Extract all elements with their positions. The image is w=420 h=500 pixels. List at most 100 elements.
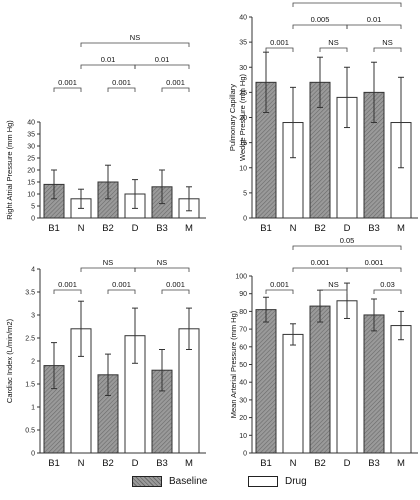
- category-label: M: [397, 223, 405, 234]
- y-axis-label: Cardiac Index (L/min/m2): [5, 318, 14, 403]
- y-tick-label: 0: [31, 451, 35, 458]
- bar-b3: [363, 314, 385, 454]
- p-value-label: NS: [328, 38, 338, 47]
- p-value-label: 0.001: [270, 280, 289, 289]
- comparison-bracket: [373, 289, 402, 294]
- y-tick-label: 60: [239, 344, 247, 351]
- y-tick-label: 20: [27, 168, 35, 175]
- chart-mean-arterial-pressure: 0 10 20 30 40 50 60 70 80 90 100 Mean Arterial Pres…: [229, 236, 418, 469]
- category-label: B2: [102, 223, 114, 234]
- bar-b1: [255, 309, 277, 454]
- p-value-label: NS: [157, 258, 167, 267]
- y-tick-label: 2.5: [25, 336, 35, 343]
- p-value-label: 0.001: [365, 258, 384, 267]
- category-label: N: [78, 223, 85, 234]
- category-label: B1: [260, 223, 272, 234]
- y-tick-label: 25: [27, 156, 35, 163]
- y-tick-label: 2: [31, 359, 35, 366]
- y-tick-label: 40: [239, 15, 247, 22]
- y-tick-label: 30: [239, 397, 247, 404]
- y-tick-label: 40: [27, 120, 35, 127]
- legend-label-baseline: Baseline: [169, 476, 208, 487]
- y-axis-label-line-1: Pulmonary Capillary: [228, 84, 237, 151]
- chart-pcwp: 0 5 10 15 20 25 30 35 40 Pulmonary CapillaryWedge…: [228, 0, 418, 234]
- p-value-label: 0.001: [311, 258, 330, 267]
- bar-m: [390, 325, 412, 454]
- chart-cardiac-index: 0 0.5 1 1.5 2 2.5 3 3.5 4 Cardiac Index (L/min/m2…: [5, 258, 206, 469]
- legend-item-baseline: Baseline: [132, 476, 207, 487]
- y-tick-label: 100: [235, 274, 247, 281]
- category-label: N: [78, 458, 85, 469]
- y-tick-label: 3: [31, 313, 35, 320]
- y-tick-label: 4: [31, 267, 35, 274]
- p-value-label: NS: [382, 38, 392, 47]
- legend-label-drug: Drug: [285, 476, 307, 487]
- category-label: D: [132, 458, 139, 469]
- category-label: B3: [156, 458, 168, 469]
- y-tick-label: 80: [239, 309, 247, 316]
- p-value-label: 0.001: [270, 38, 289, 47]
- y-tick-label: 15: [239, 140, 247, 147]
- y-tick-label: 25: [239, 90, 247, 97]
- p-value-label: 0.01: [367, 15, 382, 24]
- y-axis-label-line-2: Wedge Pressure (mm Hg): [238, 74, 247, 161]
- comparison-bracket: [319, 289, 348, 294]
- category-label: N: [290, 223, 297, 234]
- y-tick-label: 70: [239, 327, 247, 334]
- p-value-label: 0.03: [380, 280, 395, 289]
- y-tick-label: 1: [31, 405, 35, 412]
- y-tick-label: 20: [239, 115, 247, 122]
- p-value-label: 0.01: [101, 55, 116, 64]
- p-value-label: 0.001: [112, 280, 131, 289]
- category-label: B1: [48, 223, 60, 234]
- comparison-bracket: [107, 289, 136, 294]
- category-label: D: [344, 223, 351, 234]
- category-label: D: [344, 458, 351, 469]
- category-label: B3: [368, 223, 380, 234]
- category-label: B3: [368, 458, 380, 469]
- comparison-bracket: [373, 47, 402, 52]
- y-tick-label: 30: [27, 144, 35, 151]
- y-tick-label: 1.5: [25, 382, 35, 389]
- y-tick-label: 90: [239, 291, 247, 298]
- p-value-label: 0.01: [155, 55, 170, 64]
- p-value-label: NS: [130, 33, 140, 42]
- comparison-bracket: [80, 267, 136, 272]
- category-label: B1: [260, 458, 272, 469]
- comparison-bracket: [80, 42, 190, 47]
- comparison-bracket: [265, 289, 294, 294]
- category-label: M: [397, 458, 405, 469]
- y-axis-label: Right Atrial Pressure (mm Hg): [5, 120, 14, 220]
- legend-item-drug: Drug: [248, 476, 307, 487]
- comparison-bracket: [346, 24, 402, 29]
- y-tick-label: 5: [31, 204, 35, 211]
- y-tick-label: 0: [243, 216, 247, 223]
- category-label: M: [185, 223, 193, 234]
- comparison-bracket: [53, 87, 82, 92]
- legend: Baseline Drug: [0, 474, 420, 494]
- comparison-bracket: [53, 289, 82, 294]
- y-tick-label: 20: [239, 415, 247, 422]
- y-tick-label: 0: [243, 451, 247, 458]
- bar-n: [282, 333, 304, 454]
- comparison-bracket: [265, 47, 294, 52]
- y-tick-label: 3.5: [25, 290, 35, 297]
- y-tick-label: 40: [239, 380, 247, 387]
- y-tick-label: 15: [27, 180, 35, 187]
- comparison-bracket: [292, 267, 348, 272]
- y-tick-label: 35: [27, 132, 35, 139]
- p-value-label: 0.001: [166, 280, 185, 289]
- p-value-label: 0.05: [340, 236, 355, 245]
- y-tick-label: 0.5: [25, 428, 35, 435]
- p-value-label: NS: [328, 280, 338, 289]
- category-label: B2: [314, 458, 326, 469]
- bar-b2: [309, 305, 331, 454]
- y-tick-label: 0: [31, 216, 35, 223]
- p-value-label: 0.001: [58, 78, 77, 87]
- y-tick-label: 50: [239, 362, 247, 369]
- comparison-bracket: [292, 2, 402, 7]
- comparison-bracket: [292, 24, 348, 29]
- category-label: B2: [314, 223, 326, 234]
- category-label: M: [185, 458, 193, 469]
- y-axis-label: Pulmonary CapillaryWedge Pressure (mm Hg…: [228, 74, 247, 161]
